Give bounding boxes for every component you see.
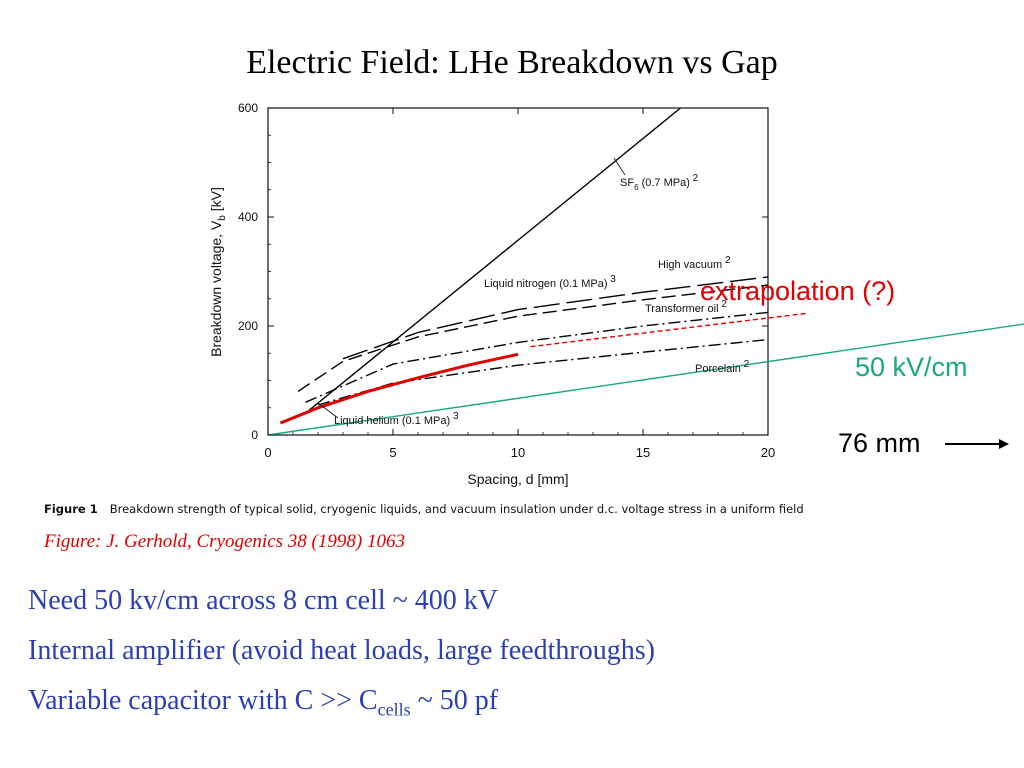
figure-credit: Figure: J. Gerhold, Cryogenics 38 (1998)… xyxy=(44,531,405,552)
bullet-item: Variable capacitor with C >> Ccells ~ 50… xyxy=(28,685,499,720)
series-label: Liquid helium (0.1 MPa) 3 xyxy=(334,411,459,427)
extrapolation-annotation: extrapolation (?) xyxy=(700,276,896,306)
y-tick-label: 600 xyxy=(238,101,258,115)
chart-series xyxy=(267,107,1024,436)
arrow-right-icon xyxy=(945,439,1009,449)
series-liquid-helium-0-1-mpa xyxy=(280,353,519,424)
chart-series-labels: SF6 (0.7 MPa) 2 High vacuum 2 Liquid nitro… xyxy=(317,157,750,427)
figure-caption: Figure 1 Breakdown strength of typical so… xyxy=(44,502,804,516)
series-liquid-nitrogen-0-1-mpa xyxy=(297,284,769,392)
bullet-item: Need 50 kv/cm across 8 cm cell ~ 400 kV xyxy=(28,585,499,616)
x-tick-label: 15 xyxy=(636,445,650,460)
y-tick-label: 200 xyxy=(238,319,258,333)
series-50-kv-cm xyxy=(267,323,1024,436)
series-high-vacuum xyxy=(342,276,769,360)
x-tick-label: 5 xyxy=(389,445,396,460)
series-label: Transformer oil 2 xyxy=(645,299,727,315)
bullet-item: Internal amplifier (avoid heat loads, la… xyxy=(28,635,655,666)
sf6-leader xyxy=(613,157,626,176)
lhe-leader xyxy=(317,402,339,419)
x-tick-label: 10 xyxy=(511,445,525,460)
field-50kv-annotation: 50 kV/cm xyxy=(855,352,968,382)
figure-caption-text: Breakdown strength of typical solid, cry… xyxy=(109,502,804,516)
chart-axes xyxy=(267,107,769,436)
series-sf6-0-7-mpa xyxy=(305,107,681,414)
series-label: Porcelain 2 xyxy=(695,359,750,375)
bullet-list: Need 50 kv/cm across 8 cm cell ~ 400 kV … xyxy=(28,582,655,732)
series-liquid-helium-highlight xyxy=(279,352,519,425)
x-tick-label: 20 xyxy=(761,445,775,460)
series-label: SF6 (0.7 MPa) 2 xyxy=(620,173,699,192)
figure-caption-label: Figure 1 xyxy=(44,502,98,516)
x-tick-label: 0 xyxy=(264,445,271,460)
x-axis-label: Spacing, d [mm] xyxy=(467,471,568,487)
series-extrapolation xyxy=(530,312,806,348)
slide-title: Electric Field: LHe Breakdown vs Gap xyxy=(246,44,778,81)
series-transformer-oil xyxy=(305,311,769,403)
gap-76mm-annotation: 76 mm xyxy=(838,428,921,458)
y-axis-label: Breakdown voltage, Vb [kV] xyxy=(208,187,228,357)
series-label: High vacuum 2 xyxy=(658,255,731,271)
series-label: Liquid nitrogen (0.1 MPa) 3 xyxy=(484,274,616,290)
y-tick-label: 0 xyxy=(251,428,258,442)
plot-frame xyxy=(267,107,769,436)
y-tick-label: 400 xyxy=(238,210,258,224)
